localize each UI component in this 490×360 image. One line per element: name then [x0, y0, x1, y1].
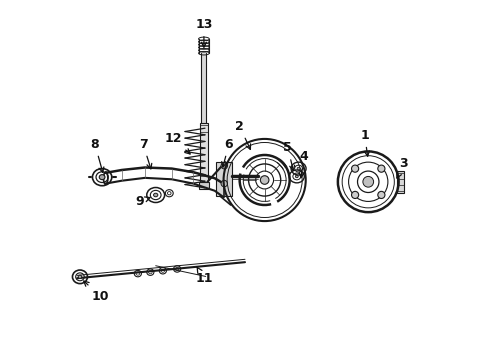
Circle shape	[378, 165, 385, 172]
Text: 10: 10	[84, 281, 109, 303]
Text: 13: 13	[195, 18, 213, 47]
Bar	[198, 182, 209, 189]
Ellipse shape	[295, 175, 298, 178]
Circle shape	[363, 176, 373, 187]
Text: 5: 5	[284, 141, 294, 171]
Text: 1: 1	[360, 129, 369, 156]
Bar	[200, 123, 208, 182]
Circle shape	[260, 176, 269, 184]
Bar	[201, 53, 206, 123]
Text: 8: 8	[91, 138, 104, 172]
Circle shape	[378, 192, 385, 198]
Bar	[397, 171, 404, 193]
Text: 12: 12	[165, 132, 190, 154]
Circle shape	[351, 192, 359, 198]
Bar	[217, 162, 232, 196]
Ellipse shape	[153, 193, 158, 197]
Text: 2: 2	[235, 120, 250, 149]
Ellipse shape	[297, 167, 300, 170]
Text: 7: 7	[139, 138, 152, 169]
Text: 3: 3	[397, 157, 408, 178]
Ellipse shape	[99, 175, 105, 180]
Text: 11: 11	[195, 267, 213, 285]
Circle shape	[351, 165, 359, 172]
Text: 9: 9	[135, 195, 150, 208]
Text: 6: 6	[222, 138, 233, 167]
Circle shape	[221, 180, 227, 187]
Circle shape	[221, 162, 227, 169]
Text: 4: 4	[299, 150, 308, 177]
Ellipse shape	[78, 275, 82, 278]
